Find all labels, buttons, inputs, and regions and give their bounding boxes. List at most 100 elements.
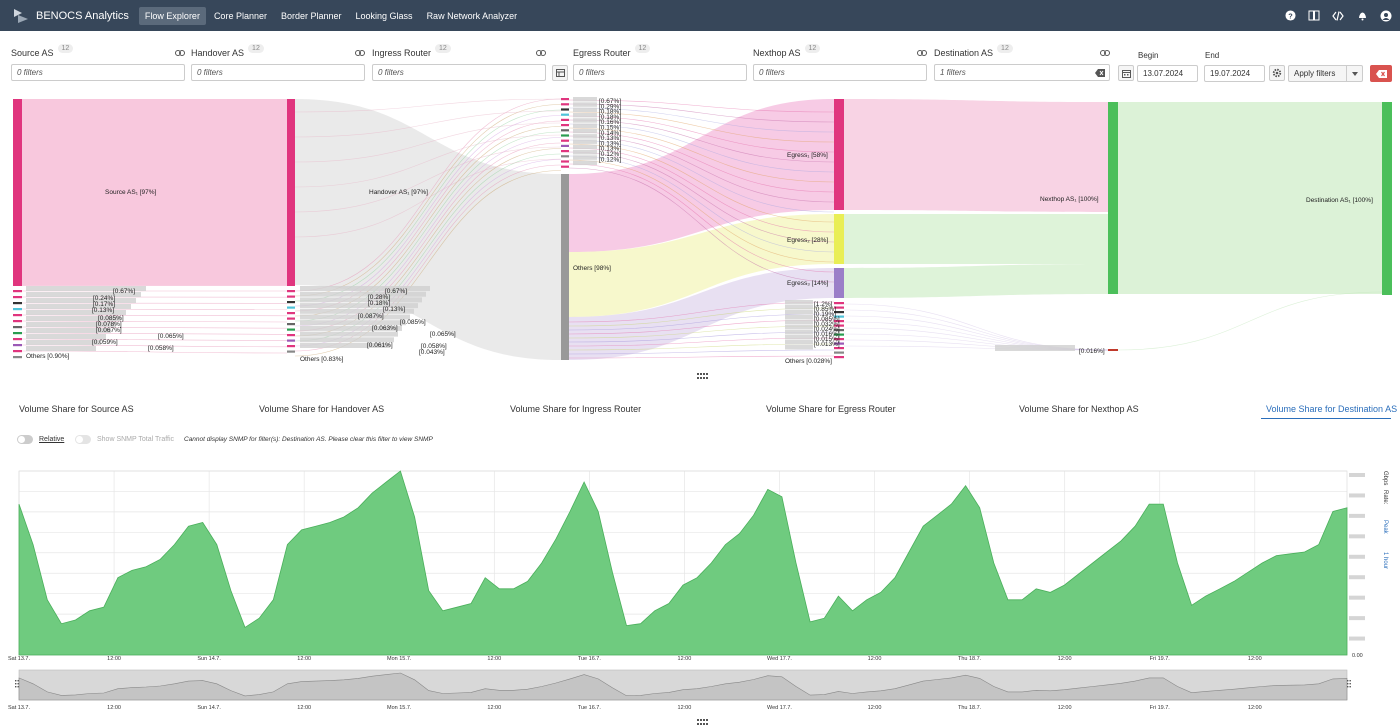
node-small[interactable] bbox=[287, 350, 295, 353]
navigator-handle[interactable] bbox=[1347, 680, 1351, 688]
node-small[interactable] bbox=[13, 350, 22, 353]
snmp-toggle[interactable] bbox=[75, 435, 91, 444]
book-icon[interactable] bbox=[1306, 8, 1322, 24]
node-small[interactable] bbox=[561, 165, 569, 168]
node-small[interactable] bbox=[561, 129, 569, 132]
handover-as-filter-input[interactable]: 0 filters bbox=[191, 64, 365, 81]
node-small[interactable] bbox=[561, 134, 569, 137]
node-nexthop-small[interactable] bbox=[1108, 349, 1118, 351]
source-as-filter-input[interactable]: 0 filters bbox=[11, 64, 185, 81]
nav-looking-glass[interactable]: Looking Glass bbox=[355, 10, 413, 21]
nav-flow-explorer[interactable]: Flow Explorer bbox=[138, 6, 206, 25]
help-icon[interactable]: ? bbox=[1282, 8, 1298, 24]
node-small[interactable] bbox=[834, 342, 844, 345]
begin-date-input[interactable]: 13.07.2024 bbox=[1137, 65, 1198, 82]
node-small[interactable] bbox=[834, 315, 844, 318]
node-handover-as1[interactable] bbox=[287, 99, 295, 286]
node-small[interactable] bbox=[834, 324, 844, 327]
navigator-handle[interactable] bbox=[15, 680, 19, 688]
node-small[interactable] bbox=[287, 295, 295, 298]
node-small[interactable] bbox=[561, 113, 569, 116]
tab-ingress-router[interactable]: Volume Share for Ingress Router bbox=[510, 404, 642, 414]
node-small[interactable] bbox=[287, 317, 295, 320]
node-small[interactable] bbox=[561, 160, 569, 163]
node-source-as1[interactable] bbox=[13, 99, 22, 286]
tab-egress-router[interactable]: Volume Share for Egress Router bbox=[766, 404, 896, 414]
node-small[interactable] bbox=[287, 345, 295, 348]
nav-border-planner[interactable]: Border Planner bbox=[280, 10, 342, 21]
node-small[interactable] bbox=[561, 98, 569, 101]
nav-raw-network-analyzer[interactable]: Raw Network Analyzer bbox=[426, 10, 518, 21]
node-small[interactable] bbox=[13, 344, 22, 347]
node-small[interactable] bbox=[13, 314, 22, 317]
node-egress3[interactable] bbox=[834, 268, 844, 298]
chart-side-label[interactable]: Peak bbox=[1382, 520, 1388, 535]
swap-icon[interactable] bbox=[175, 49, 185, 57]
node-small[interactable] bbox=[561, 139, 569, 142]
node-small[interactable] bbox=[13, 356, 22, 359]
node-small[interactable] bbox=[13, 332, 22, 335]
node-small[interactable] bbox=[287, 312, 295, 315]
node-egress2[interactable] bbox=[834, 214, 844, 264]
node-destination-as1[interactable] bbox=[1382, 102, 1392, 295]
node-small[interactable] bbox=[834, 338, 844, 341]
traffic-area-series[interactable] bbox=[18, 470, 1348, 656]
tab-nexthop-as[interactable]: Volume Share for Nexthop AS bbox=[1019, 404, 1139, 414]
node-small[interactable] bbox=[287, 290, 295, 293]
tab-handover-as[interactable]: Volume Share for Handover AS bbox=[259, 404, 385, 414]
calendar-button[interactable] bbox=[1118, 65, 1134, 81]
node-small[interactable] bbox=[561, 144, 569, 147]
node-small[interactable] bbox=[287, 306, 295, 309]
node-small[interactable] bbox=[561, 150, 569, 153]
node-small[interactable] bbox=[13, 320, 22, 323]
node-small[interactable] bbox=[13, 296, 22, 299]
node-small[interactable] bbox=[13, 308, 22, 311]
relative-toggle[interactable] bbox=[17, 435, 33, 444]
node-nexthop-as1[interactable] bbox=[1108, 102, 1118, 294]
node-small[interactable] bbox=[561, 108, 569, 111]
node-small[interactable] bbox=[287, 323, 295, 326]
node-small[interactable] bbox=[561, 155, 569, 158]
node-small[interactable] bbox=[287, 334, 295, 337]
swap-icon[interactable] bbox=[355, 49, 365, 57]
destination-as-filter-input[interactable]: 1 filters bbox=[934, 64, 1110, 81]
chart-side-label[interactable]: 1 hour bbox=[1382, 552, 1388, 569]
node-egress1[interactable] bbox=[834, 99, 844, 210]
apply-filters-button[interactable]: Apply filters bbox=[1288, 65, 1363, 82]
nexthop-as-filter-input[interactable]: 0 filters bbox=[753, 64, 927, 81]
node-small[interactable] bbox=[834, 302, 844, 305]
tab-destination-as[interactable]: Volume Share for Destination AS bbox=[1266, 404, 1398, 414]
ingress-router-filter-input[interactable]: 0 filters bbox=[372, 64, 546, 81]
code-icon[interactable] bbox=[1330, 8, 1346, 24]
node-ingress-others[interactable] bbox=[561, 174, 569, 360]
node-small[interactable] bbox=[834, 329, 844, 332]
node-small[interactable] bbox=[13, 326, 22, 329]
settings-button[interactable] bbox=[1269, 65, 1285, 81]
bottom-resize-handle[interactable] bbox=[697, 719, 709, 725]
node-small[interactable] bbox=[287, 301, 295, 304]
node-small[interactable] bbox=[561, 103, 569, 106]
tab-source-as[interactable]: Volume Share for Source AS bbox=[19, 404, 134, 414]
node-small[interactable] bbox=[834, 356, 844, 359]
node-small[interactable] bbox=[561, 118, 569, 121]
relative-label[interactable]: Relative bbox=[39, 436, 65, 443]
node-small[interactable] bbox=[834, 306, 844, 309]
end-date-input[interactable]: 19.07.2024 bbox=[1204, 65, 1265, 82]
node-small[interactable] bbox=[834, 351, 844, 354]
chevron-down-icon[interactable] bbox=[1346, 66, 1362, 81]
node-small[interactable] bbox=[287, 328, 295, 331]
swap-icon[interactable] bbox=[536, 49, 546, 57]
swap-icon[interactable] bbox=[1100, 49, 1110, 57]
node-small[interactable] bbox=[834, 333, 844, 336]
bell-icon[interactable] bbox=[1354, 8, 1370, 24]
user-icon[interactable] bbox=[1378, 8, 1394, 24]
clear-all-button[interactable] bbox=[1370, 65, 1392, 82]
router-view-button[interactable] bbox=[552, 65, 568, 81]
node-small[interactable] bbox=[561, 124, 569, 127]
node-small[interactable] bbox=[13, 302, 22, 305]
node-small[interactable] bbox=[834, 347, 844, 350]
resize-handle[interactable] bbox=[697, 373, 709, 379]
app-logo[interactable]: BENOCS Analytics bbox=[12, 7, 129, 25]
node-small[interactable] bbox=[834, 311, 844, 314]
egress-router-filter-input[interactable]: 0 filters bbox=[573, 64, 747, 81]
